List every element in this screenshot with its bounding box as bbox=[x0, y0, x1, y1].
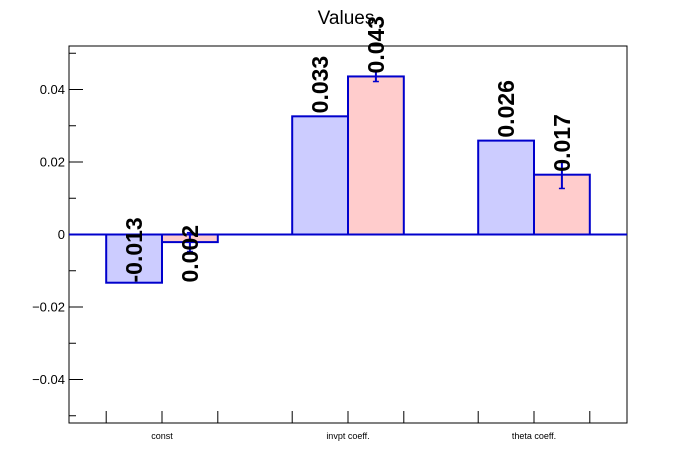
y-tick-label: 0.02 bbox=[40, 155, 65, 170]
x-category-label: invpt coeff. bbox=[326, 431, 369, 441]
bar bbox=[291, 115, 350, 236]
data-label: 0.033 bbox=[307, 56, 333, 114]
y-tick-label: −0.04 bbox=[32, 372, 65, 387]
data-label: 0.026 bbox=[493, 80, 519, 138]
x-category-label: theta coeff. bbox=[512, 431, 556, 441]
data-label: 0.002 bbox=[177, 225, 203, 283]
bar bbox=[477, 139, 536, 236]
x-category-label: const bbox=[151, 431, 173, 441]
y-tick-label: 0 bbox=[58, 227, 65, 242]
chart-title: Values bbox=[318, 8, 375, 29]
bar bbox=[347, 75, 405, 236]
data-label: -0.013 bbox=[121, 217, 147, 282]
y-tick-label: −0.02 bbox=[32, 300, 65, 315]
bar bbox=[105, 233, 163, 284]
data-label: 0.017 bbox=[549, 114, 575, 172]
data-label: 0.043 bbox=[363, 16, 389, 74]
y-tick-label: 0.04 bbox=[40, 82, 65, 97]
